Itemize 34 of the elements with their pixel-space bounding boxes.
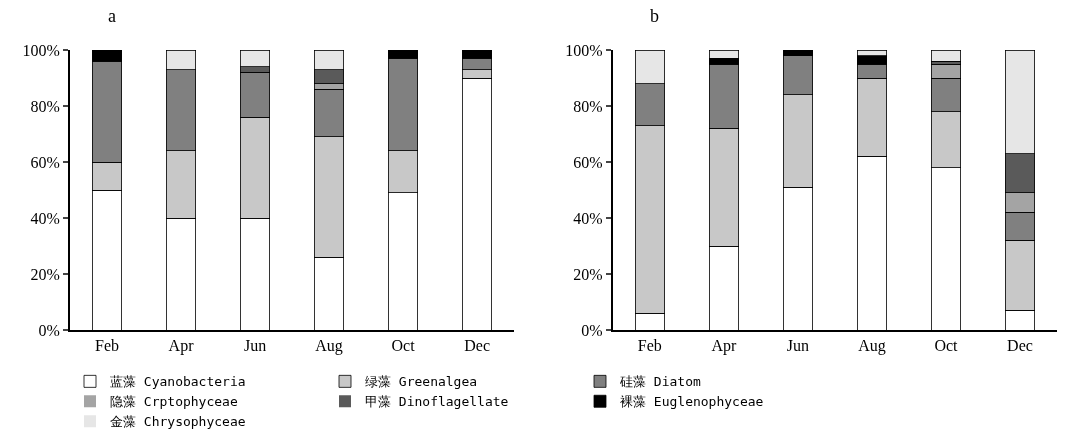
x-tick-label: Feb bbox=[95, 337, 120, 355]
x-tick-label: Jun bbox=[786, 337, 810, 355]
x-tick-label: Aug bbox=[858, 337, 886, 356]
chart-title: b bbox=[650, 6, 659, 26]
y-tick-label: 20% bbox=[573, 265, 603, 283]
legend-label: 绿藻 Greenalgea bbox=[365, 374, 478, 390]
x-tick-label: Aug bbox=[315, 337, 343, 356]
chart-title: a bbox=[108, 6, 116, 26]
legend-label: 裸藻 Euglenophyceae bbox=[620, 394, 764, 410]
x-tick-label: Jun bbox=[243, 337, 267, 355]
y-tick-label: 80% bbox=[30, 97, 60, 115]
legend-label: 隐藻 Crptophyceae bbox=[110, 394, 238, 410]
y-tick-label: 40% bbox=[573, 209, 603, 227]
x-tick-label: Oct bbox=[391, 337, 416, 355]
y-tick-label: 20% bbox=[30, 265, 60, 283]
y-tick-label: 100% bbox=[565, 41, 603, 59]
legend-label: 硅藻 Diatom bbox=[619, 374, 701, 390]
y-tick-label: 100% bbox=[22, 41, 60, 59]
x-tick-label: Feb bbox=[637, 337, 662, 355]
y-tick-label: 60% bbox=[573, 153, 603, 171]
x-tick-label: Dec bbox=[464, 337, 491, 355]
x-tick-label: Apr bbox=[168, 337, 195, 356]
y-tick-label: 0% bbox=[581, 321, 603, 339]
legend-label: 甲藻 Dinoflagellate bbox=[365, 394, 509, 410]
y-tick-label: 40% bbox=[30, 209, 60, 227]
y-tick-label: 60% bbox=[30, 153, 60, 171]
y-tick-label: 80% bbox=[573, 97, 603, 115]
legend-label: 金藻 Chrysophyceae bbox=[110, 414, 246, 430]
bar bbox=[930, 50, 962, 62]
x-tick-label: Dec bbox=[1007, 337, 1033, 355]
x-tick-label: Apr bbox=[711, 337, 737, 356]
legend-label: 蓝藻 Cyanobacteria bbox=[110, 374, 246, 390]
x-tick-label: Oct bbox=[934, 337, 959, 355]
y-tick-label: 0% bbox=[38, 321, 60, 339]
